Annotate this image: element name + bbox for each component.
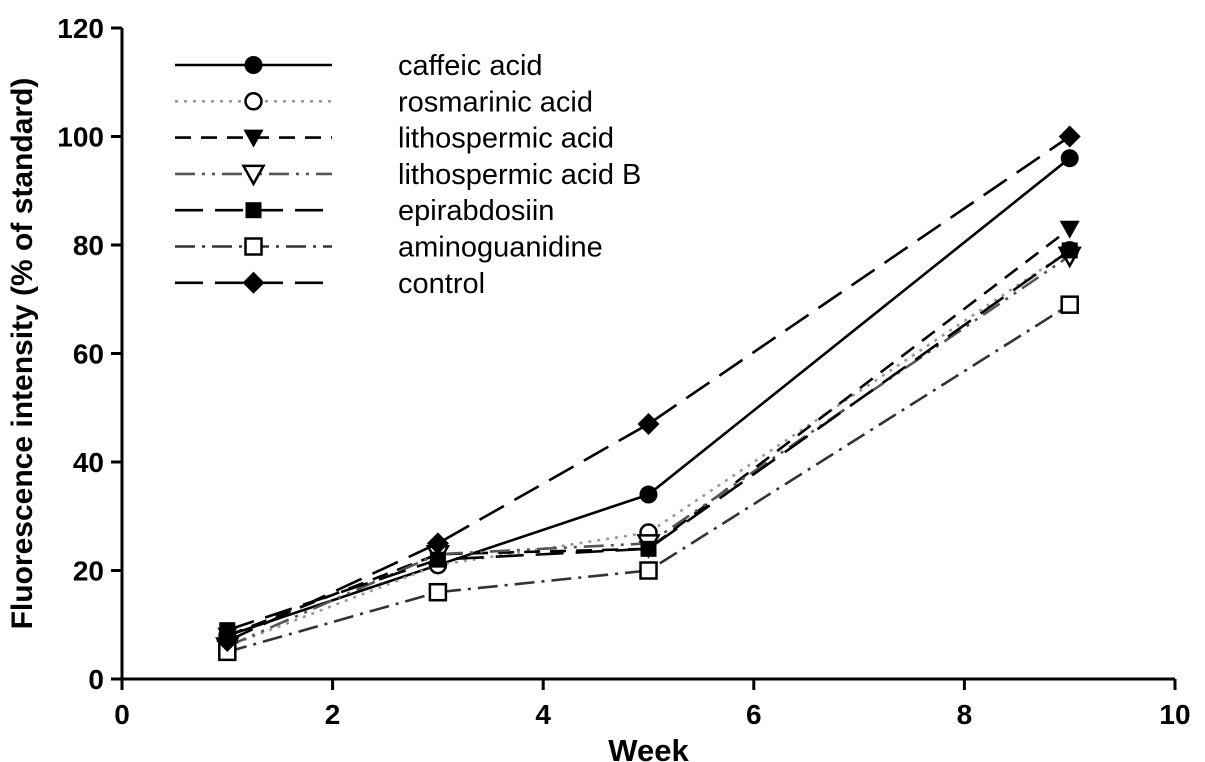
x-tick-label: 0 — [114, 699, 130, 730]
marker-triangle-down-filled-icon — [243, 129, 264, 148]
marker-square-filled-icon — [1061, 242, 1078, 259]
legend-item-rosmarinic-acid: rosmarinic acid — [175, 86, 593, 118]
series-line — [226, 157, 1071, 637]
y-axis-title: Fluorescence intensity (% of standard) — [6, 78, 39, 630]
legend-item-lithospermic-acid: lithospermic acid — [175, 123, 614, 155]
legend-label: aminoguanidine — [398, 232, 603, 264]
x-tick-label: 8 — [957, 699, 973, 730]
series-aminoguanidine — [218, 295, 1079, 662]
marker-triangle-down-open-icon — [241, 164, 266, 187]
marker-square-filled-icon — [640, 540, 657, 557]
y-tick-label: 20 — [73, 556, 104, 587]
marker-diamond-filled-icon — [1058, 125, 1081, 148]
legend-label: lithospermic acid — [398, 123, 614, 155]
y-tick-label: 100 — [57, 122, 104, 153]
x-tick-label: 4 — [535, 699, 551, 730]
marker-diamond-filled-icon — [637, 413, 660, 436]
legend-label: caffeic acid — [398, 50, 543, 82]
marker-diamond-filled-icon — [426, 532, 449, 555]
legend-item-caffeic-acid: caffeic acid — [175, 50, 543, 82]
series-line — [226, 249, 1071, 632]
x-tick-label: 10 — [1159, 699, 1190, 730]
y-tick-label: 0 — [88, 664, 104, 695]
legend-label: control — [398, 268, 485, 300]
x-tick-label: 6 — [746, 699, 762, 730]
marker-diamond-filled-icon — [216, 630, 239, 653]
y-tick-label: 60 — [73, 339, 104, 370]
y-tick-label: 40 — [73, 447, 104, 478]
marker-square-filled-icon — [245, 202, 262, 219]
legend: caffeic acid rosmarinic acid lithospermic … — [175, 50, 641, 300]
y-tick-label: 80 — [73, 230, 104, 261]
marker-square-filled-icon — [429, 551, 446, 568]
y-tick-label: 120 — [57, 13, 104, 44]
legend-item-aminoguanidine: aminoguanidine — [175, 232, 603, 264]
marker-square-open-icon — [1060, 295, 1079, 314]
legend-item-lithospermic-acid-B: lithospermic acid B — [175, 159, 641, 191]
marker-circle-filled-icon — [244, 56, 263, 74]
marker-circle-filled-icon — [639, 485, 658, 504]
marker-circle-filled-icon — [1060, 149, 1079, 168]
legend-item-epirabdosiin: epirabdosiin — [175, 195, 554, 227]
series-line — [226, 227, 1071, 637]
marker-square-open-icon — [428, 582, 448, 602]
marker-square-open-icon — [244, 237, 263, 256]
marker-circle-open-icon — [244, 92, 263, 111]
x-axis-title: Week — [608, 733, 689, 762]
legend-label: rosmarinic acid — [398, 86, 593, 118]
legend-label: lithospermic acid B — [398, 159, 641, 191]
marker-diamond-filled-icon — [242, 271, 265, 294]
series-line — [226, 135, 1071, 643]
legend-label: epirabdosiin — [398, 195, 554, 227]
x-tick-label: 2 — [325, 699, 341, 730]
marker-triangle-down-filled-icon — [1059, 220, 1080, 239]
marker-square-open-icon — [639, 561, 658, 580]
series-line — [226, 303, 1071, 654]
legend-item-control: control — [175, 268, 485, 300]
series-control — [216, 125, 1081, 653]
